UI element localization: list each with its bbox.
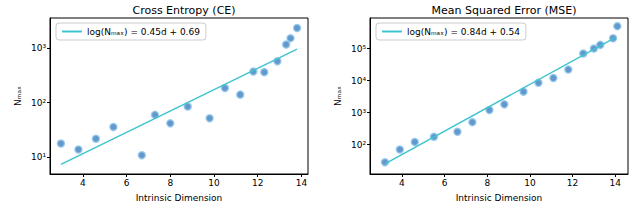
svg-text:8: 8 xyxy=(484,178,490,188)
svg-text:14: 14 xyxy=(609,178,621,188)
svg-text:10⁵: 10⁵ xyxy=(351,44,366,54)
svg-text:10²: 10² xyxy=(31,98,46,108)
svg-text:12: 12 xyxy=(252,178,263,188)
svg-text:10²: 10² xyxy=(351,140,366,150)
svg-text:Mean Squared Error (MSE): Mean Squared Error (MSE) xyxy=(432,4,577,17)
svg-text:Nₘₐₓ: Nₘₐₓ xyxy=(13,86,23,106)
svg-text:6: 6 xyxy=(442,178,448,188)
svg-text:Cross Entropy (CE): Cross Entropy (CE) xyxy=(132,4,235,17)
svg-text:14: 14 xyxy=(296,178,308,188)
svg-text:10¹: 10¹ xyxy=(31,152,46,162)
svg-text:6: 6 xyxy=(124,178,130,188)
svg-text:10: 10 xyxy=(524,178,536,188)
svg-text:12: 12 xyxy=(567,178,578,188)
svg-text:Intrinsic Dimension: Intrinsic Dimension xyxy=(136,193,223,203)
svg-text:log(Nₘₐₓ) = 0.45d + 0.69: log(Nₘₐₓ) = 0.45d + 0.69 xyxy=(87,27,200,37)
svg-text:Intrinsic Dimension: Intrinsic Dimension xyxy=(456,193,543,203)
svg-text:8: 8 xyxy=(167,178,173,188)
svg-text:10⁴: 10⁴ xyxy=(351,76,366,86)
svg-text:Nₘₐₓ: Nₘₐₓ xyxy=(333,86,343,106)
svg-text:10: 10 xyxy=(208,178,220,188)
svg-text:10³: 10³ xyxy=(351,108,366,118)
svg-text:log(Nₘₐₓ) = 0.84d + 0.54: log(Nₘₐₓ) = 0.84d + 0.54 xyxy=(407,27,520,37)
svg-text:10³: 10³ xyxy=(31,43,46,53)
svg-text:4: 4 xyxy=(399,178,405,188)
svg-text:4: 4 xyxy=(80,178,86,188)
